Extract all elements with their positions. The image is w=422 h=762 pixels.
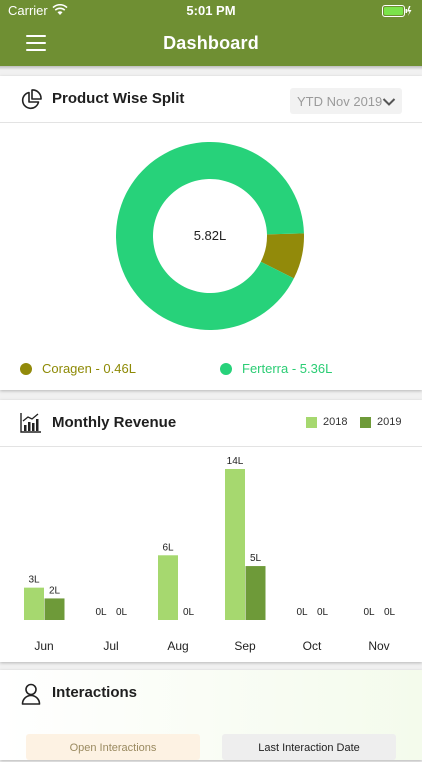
page-title: Dashboard [163,33,259,53]
legend-item-ferterra: Ferterra - 5.36L [220,361,332,376]
interactions-card: Interactions Open Interactions Last Inte… [0,670,422,760]
status-bar: Carrier 5:01 PM [0,0,422,22]
data-label-sep-2018: 14L [227,456,244,467]
tick-label-nov: Nov [368,639,389,653]
bar-chart-icon [20,413,42,438]
legend-label-2019: 2019 [377,416,402,428]
legend-swatch-2019 [360,416,371,428]
legend-item-coragen: Coragen - 0.46L [20,361,136,376]
period-dropdown[interactable]: YTD Nov 2019 [290,88,402,114]
chevron-down-icon [382,95,396,110]
monthly-revenue-header: Monthly Revenue 2018 2019 [0,400,422,446]
hamburger-menu-icon[interactable] [26,35,46,53]
data-label-jul-2019: 0L [116,607,128,618]
donut-slice-ferterra [116,142,304,330]
tick-label-jun: Jun [34,639,53,653]
data-label-nov-2019: 0L [384,607,396,618]
product-split-header: Product Wise Split YTD Nov 2019 [0,76,422,122]
header-divider [0,122,422,123]
product-split-title: Product Wise Split [52,90,185,107]
legend-swatch-2018 [306,416,317,428]
bar-aug-2018 [158,555,178,620]
data-label-oct-2018: 0L [296,607,308,618]
legend-swatch-ferterra [220,362,232,375]
nav-bar: Dashboard [0,22,422,66]
data-label-aug-2019: 0L [183,607,195,618]
product-split-card: Product Wise Split YTD Nov 2019 5.82L Co… [0,76,422,390]
data-label-oct-2019: 0L [317,607,329,618]
data-label-jun-2019: 2L [49,585,61,596]
donut-slice-coragen [260,233,304,279]
legend-label-ferterra: Ferterra - 5.36L [242,361,333,376]
tick-label-oct: Oct [303,639,322,653]
tick-label-jul: Jul [103,639,118,653]
monthly-revenue-title: Monthly Revenue [52,414,177,431]
wifi-icon [52,3,68,19]
data-label-sep-2019: 5L [250,553,262,564]
data-label-jun-2018: 3L [28,575,40,586]
carrier-label: Carrier [8,3,48,18]
monthly-revenue-card: Monthly Revenue 2018 2019 3L 2L Jun 0L 0L Jul… [0,400,422,662]
bar-sep-2018 [225,469,245,620]
legend-label-coragen: Coragen - 0.46L [42,361,136,376]
data-label-jul-2018: 0L [95,607,107,618]
nav-shadow [0,66,422,70]
legend-item-2018: 2018 [306,416,347,428]
header-divider [0,446,422,447]
legend-label-2018: 2018 [323,416,348,428]
user-icon [20,683,42,710]
monthly-revenue-bar-chart: 3L 2L Jun 0L 0L Jul 6L 0L Aug 14L 5L Sep 0L 0L Oct 0L 0L… [24,456,396,653]
bar-jun-2019 [44,598,65,620]
open-interactions-button[interactable]: Open Interactions [26,734,200,760]
legend-swatch-coragen [20,362,32,375]
bar-sep-2019 [245,566,266,620]
tick-label-aug: Aug [167,639,188,653]
data-label-nov-2018: 0L [363,607,375,618]
donut-chart [116,142,304,330]
period-dropdown-value: YTD Nov 2019 [297,94,383,109]
clock-time: 5:01 PM [186,3,236,18]
battery-icon [382,5,412,20]
interactions-header: Interactions [0,670,422,716]
data-label-aug-2018: 6L [162,542,174,553]
bar-jun-2018 [24,587,44,620]
pie-chart-icon [20,89,42,116]
last-interaction-date-button[interactable]: Last Interaction Date [222,734,396,760]
legend-item-2019: 2019 [360,416,401,428]
donut-center-total: 5.82L [193,228,227,243]
tick-label-sep: Sep [234,639,256,653]
interactions-title: Interactions [52,684,138,701]
